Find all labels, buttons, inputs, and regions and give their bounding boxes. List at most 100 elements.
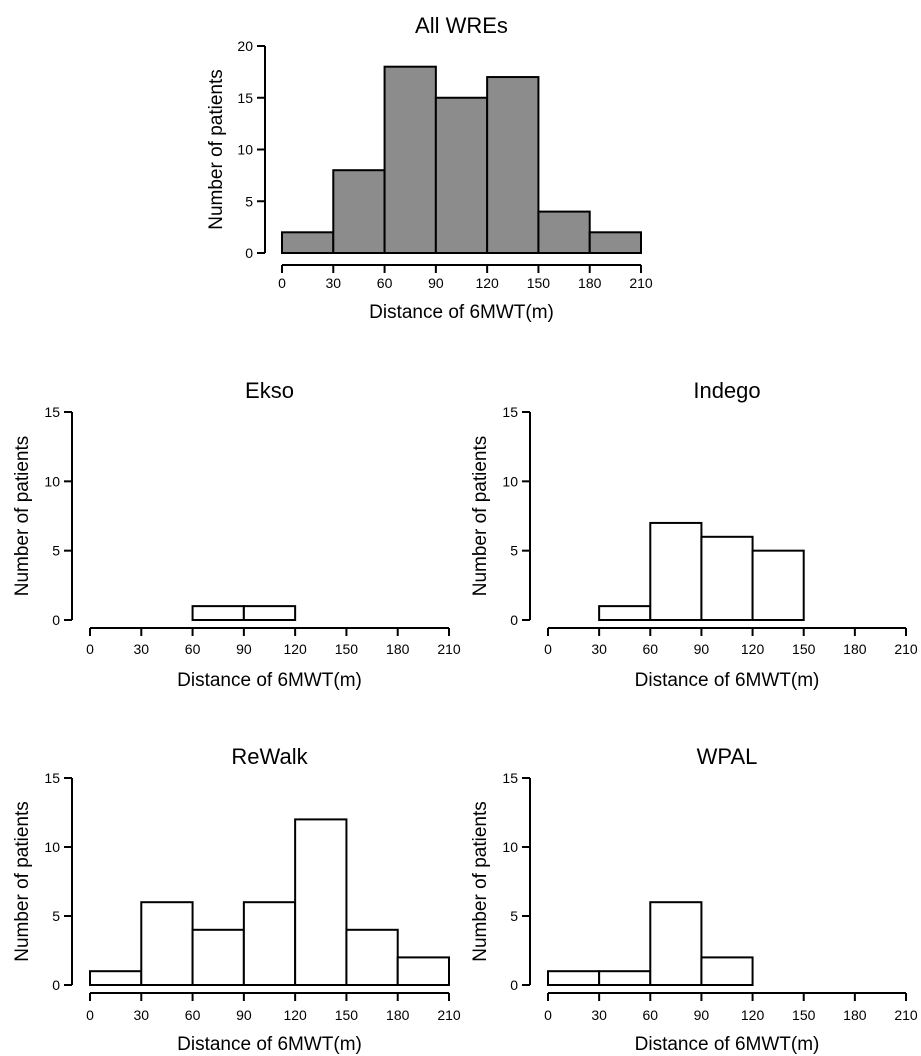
- y-tick-label: 15: [44, 770, 60, 786]
- x-tick-label: 30: [133, 641, 149, 657]
- histogram-bar: [486, 76, 540, 254]
- y-tick-label: 0: [510, 977, 518, 993]
- x-axis-label: Distance of 6MWT(m): [369, 302, 554, 323]
- x-tick-label: 120: [741, 641, 765, 657]
- y-tick-label: 10: [237, 142, 253, 158]
- x-tick-label: 210: [894, 641, 918, 657]
- y-tick-label: 5: [510, 543, 518, 559]
- y-tick-label: 0: [52, 612, 60, 628]
- x-tick-label: 60: [642, 641, 658, 657]
- histogram-bar: [588, 231, 643, 255]
- histogram-bar: [383, 65, 437, 254]
- x-tick-label: 150: [335, 1007, 359, 1023]
- x-tick-label: 180: [386, 1007, 410, 1023]
- histogram-bar: [242, 605, 297, 622]
- x-tick-label: 150: [335, 641, 359, 657]
- x-tick-label: 210: [437, 1007, 461, 1023]
- y-axis-label: Number of patients: [12, 801, 33, 962]
- x-tick-label: 60: [185, 1007, 201, 1023]
- y-tick-label: 15: [502, 404, 518, 420]
- y-tick-label: 15: [44, 404, 60, 420]
- x-tick-label: 60: [185, 641, 201, 657]
- histogram-bar: [700, 535, 754, 621]
- histogram-bar: [242, 901, 297, 987]
- x-tick-label: 90: [694, 1007, 710, 1023]
- histogram-panel: All WREs 0 5 10 15 20 0 30 60 90 120 150 180 210 Dista…: [206, 13, 653, 323]
- x-tick-label: 60: [642, 1007, 658, 1023]
- chart-title: ReWalk: [231, 744, 308, 769]
- histogram-bar: [281, 231, 335, 255]
- chart-title: All WREs: [415, 13, 508, 38]
- histogram-bar: [751, 549, 805, 622]
- y-tick-label: 10: [44, 839, 60, 855]
- x-tick-label: 90: [236, 1007, 252, 1023]
- y-tick-label: 10: [502, 473, 518, 489]
- histogram-bar: [332, 169, 386, 254]
- x-tick-label: 90: [694, 641, 710, 657]
- histogram-bar: [140, 901, 194, 987]
- histogram-bar: [345, 928, 399, 986]
- y-tick-label: 5: [245, 193, 253, 209]
- x-tick-label: 150: [792, 1007, 816, 1023]
- x-tick-label: 210: [437, 641, 461, 657]
- x-axis-label: Distance of 6MWT(m): [635, 1034, 820, 1055]
- x-tick-label: 150: [792, 641, 816, 657]
- x-tick-label: 180: [843, 1007, 867, 1023]
- x-tick-label: 30: [591, 1007, 607, 1023]
- y-axis-label: Number of patients: [470, 801, 491, 962]
- x-tick-label: 0: [544, 641, 552, 657]
- y-tick-label: 0: [245, 245, 253, 261]
- x-tick-label: 30: [133, 1007, 149, 1023]
- x-axis-label: Distance of 6MWT(m): [635, 670, 820, 691]
- x-tick-label: 150: [527, 275, 551, 291]
- x-axis-label: Distance of 6MWT(m): [177, 1034, 362, 1055]
- x-tick-label: 120: [283, 1007, 307, 1023]
- histogram-bar: [547, 970, 601, 987]
- histogram-bar: [649, 521, 703, 622]
- x-tick-label: 0: [278, 275, 286, 291]
- x-tick-label: 120: [741, 1007, 765, 1023]
- histogram-bar: [434, 96, 489, 254]
- y-tick-label: 5: [52, 543, 60, 559]
- y-axis-label: Number of patients: [206, 69, 227, 230]
- x-axis-label: Distance of 6MWT(m): [177, 670, 362, 691]
- histogram-bar: [191, 928, 245, 986]
- x-tick-label: 210: [894, 1007, 918, 1023]
- x-tick-label: 0: [86, 1007, 94, 1023]
- histogram-bar: [294, 818, 348, 987]
- x-tick-label: 120: [475, 275, 499, 291]
- x-tick-label: 120: [283, 641, 307, 657]
- histogram-bar: [598, 970, 652, 987]
- histogram-bar: [191, 605, 245, 622]
- histogram-bar: [89, 970, 143, 987]
- x-tick-label: 180: [386, 641, 410, 657]
- x-tick-label: 210: [629, 275, 653, 291]
- x-tick-label: 30: [591, 641, 607, 657]
- histogram-bar: [700, 956, 754, 987]
- y-tick-label: 0: [510, 612, 518, 628]
- x-tick-label: 180: [843, 641, 867, 657]
- y-axis-label: Number of patients: [12, 436, 33, 597]
- histogram-bar: [598, 605, 652, 622]
- x-tick-label: 180: [578, 275, 602, 291]
- x-tick-label: 30: [325, 275, 341, 291]
- x-tick-label: 0: [86, 641, 94, 657]
- y-tick-label: 15: [237, 90, 253, 106]
- x-tick-label: 60: [377, 275, 393, 291]
- x-tick-label: 90: [236, 641, 252, 657]
- y-tick-label: 15: [502, 770, 518, 786]
- chart-title: WPAL: [697, 744, 758, 769]
- histogram-bar: [537, 210, 591, 255]
- y-tick-label: 10: [502, 839, 518, 855]
- histogram-bar: [396, 956, 451, 987]
- x-tick-label: 0: [544, 1007, 552, 1023]
- chart-title: Indego: [693, 378, 760, 403]
- y-axis-label: Number of patients: [470, 436, 491, 597]
- y-tick-label: 5: [52, 908, 60, 924]
- y-tick-label: 0: [52, 977, 60, 993]
